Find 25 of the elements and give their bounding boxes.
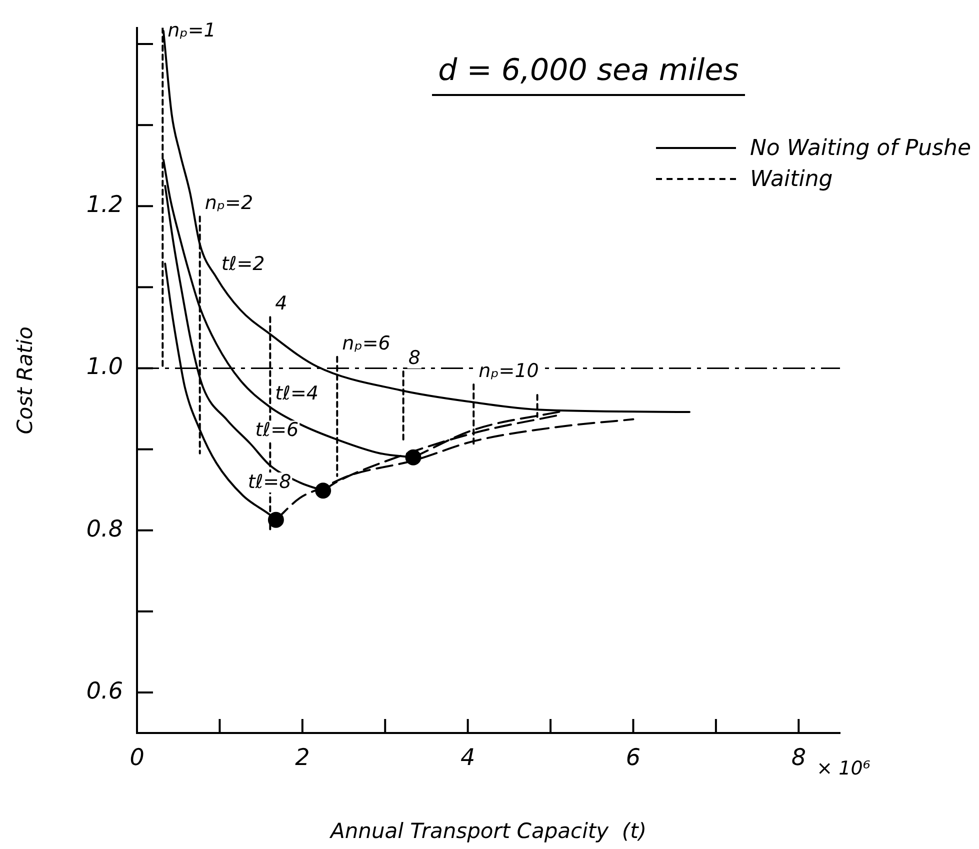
y-axis-title: Cost Ratio <box>13 326 38 434</box>
x-tick-label: 2 <box>295 744 310 771</box>
y-tick-label: 1.2 <box>86 192 123 218</box>
annotation: tℓ=8 <box>248 470 292 493</box>
legend-label: Waiting <box>750 166 833 192</box>
legend-label: No Waiting of Pushe <box>750 136 971 161</box>
x-tick-label: 4 <box>460 744 476 771</box>
annotation: 4 <box>275 292 288 315</box>
x-axis-title: Annual Transport Capacity (t) <box>328 818 647 843</box>
y-tick-label: 1.0 <box>86 354 123 380</box>
annotation: tℓ=6 <box>255 419 299 442</box>
annotation: nₚ=6 <box>342 332 390 354</box>
annotation: tℓ=4 <box>275 382 318 405</box>
annotation: 8 <box>408 346 420 369</box>
annotation: nₚ=1 <box>168 19 216 42</box>
text: d = 6,000 sea miles <box>432 52 745 96</box>
text: × 10⁶ <box>816 757 871 780</box>
x-tick-label: 8 <box>791 744 806 771</box>
x-tick-label: 6 <box>626 744 641 771</box>
annotation: tℓ=2 <box>221 252 265 275</box>
x-tick-label: 0 <box>130 744 144 771</box>
annotation: nₚ=2 <box>204 192 254 214</box>
y-tick-label: 0.8 <box>86 516 123 542</box>
annotation: nₚ=10 <box>478 360 539 382</box>
y-tick-label: 0.6 <box>86 678 123 704</box>
